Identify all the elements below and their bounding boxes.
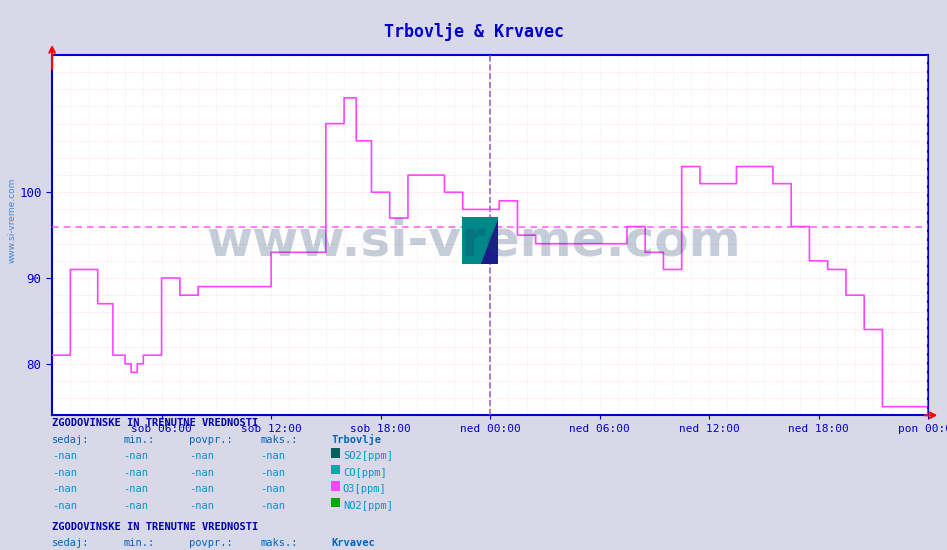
Text: min.:: min.:	[123, 434, 154, 445]
Text: -nan: -nan	[123, 451, 148, 461]
Text: -nan: -nan	[52, 451, 77, 461]
Text: SO2[ppm]: SO2[ppm]	[343, 451, 393, 461]
Polygon shape	[462, 217, 498, 264]
Text: Trbovlje & Krvavec: Trbovlje & Krvavec	[384, 23, 563, 41]
Text: -nan: -nan	[123, 500, 148, 511]
Text: sedaj:: sedaj:	[52, 538, 90, 548]
Text: povpr.:: povpr.:	[189, 538, 233, 548]
Text: www.si-vreme.com: www.si-vreme.com	[8, 177, 17, 263]
Text: -nan: -nan	[123, 468, 148, 478]
Text: -nan: -nan	[189, 500, 214, 511]
Bar	[462, 217, 480, 241]
Text: -nan: -nan	[52, 500, 77, 511]
Text: -nan: -nan	[123, 484, 148, 494]
Text: maks.:: maks.:	[260, 538, 298, 548]
Text: Trbovlje: Trbovlje	[331, 434, 382, 445]
Text: www.si-vreme.com: www.si-vreme.com	[206, 218, 741, 266]
Text: CO[ppm]: CO[ppm]	[343, 468, 386, 478]
Text: NO2[ppm]: NO2[ppm]	[343, 500, 393, 511]
Text: -nan: -nan	[52, 468, 77, 478]
Text: -nan: -nan	[52, 484, 77, 494]
Polygon shape	[480, 217, 498, 264]
Text: -nan: -nan	[189, 484, 214, 494]
Text: maks.:: maks.:	[260, 434, 298, 445]
Text: -nan: -nan	[260, 484, 285, 494]
Text: ZGODOVINSKE IN TRENUTNE VREDNOSTI: ZGODOVINSKE IN TRENUTNE VREDNOSTI	[52, 521, 259, 532]
Text: Krvavec: Krvavec	[331, 538, 375, 548]
Text: -nan: -nan	[189, 451, 214, 461]
Text: ZGODOVINSKE IN TRENUTNE VREDNOSTI: ZGODOVINSKE IN TRENUTNE VREDNOSTI	[52, 418, 259, 428]
Text: -nan: -nan	[260, 451, 285, 461]
Text: -nan: -nan	[260, 468, 285, 478]
Bar	[462, 241, 480, 264]
Text: -nan: -nan	[260, 500, 285, 511]
Text: min.:: min.:	[123, 538, 154, 548]
Text: O3[ppm]: O3[ppm]	[343, 484, 386, 494]
Text: sedaj:: sedaj:	[52, 434, 90, 445]
Text: -nan: -nan	[189, 468, 214, 478]
Text: povpr.:: povpr.:	[189, 434, 233, 445]
